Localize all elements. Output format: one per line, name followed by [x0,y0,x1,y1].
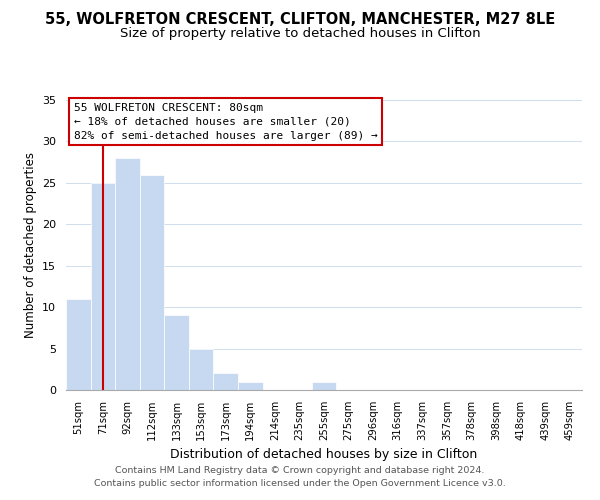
Bar [238,382,263,390]
X-axis label: Distribution of detached houses by size in Clifton: Distribution of detached houses by size … [170,448,478,462]
Bar [91,183,115,390]
Bar [66,299,91,390]
Bar [189,348,214,390]
Bar [140,174,164,390]
Text: Size of property relative to detached houses in Clifton: Size of property relative to detached ho… [119,28,481,40]
Bar [312,382,336,390]
Bar [115,158,140,390]
Text: 55 WOLFRETON CRESCENT: 80sqm
← 18% of detached houses are smaller (20)
82% of se: 55 WOLFRETON CRESCENT: 80sqm ← 18% of de… [74,103,377,141]
Bar [164,316,189,390]
Text: Contains HM Land Registry data © Crown copyright and database right 2024.
Contai: Contains HM Land Registry data © Crown c… [94,466,506,487]
Bar [214,374,238,390]
Y-axis label: Number of detached properties: Number of detached properties [23,152,37,338]
Text: 55, WOLFRETON CRESCENT, CLIFTON, MANCHESTER, M27 8LE: 55, WOLFRETON CRESCENT, CLIFTON, MANCHES… [45,12,555,28]
